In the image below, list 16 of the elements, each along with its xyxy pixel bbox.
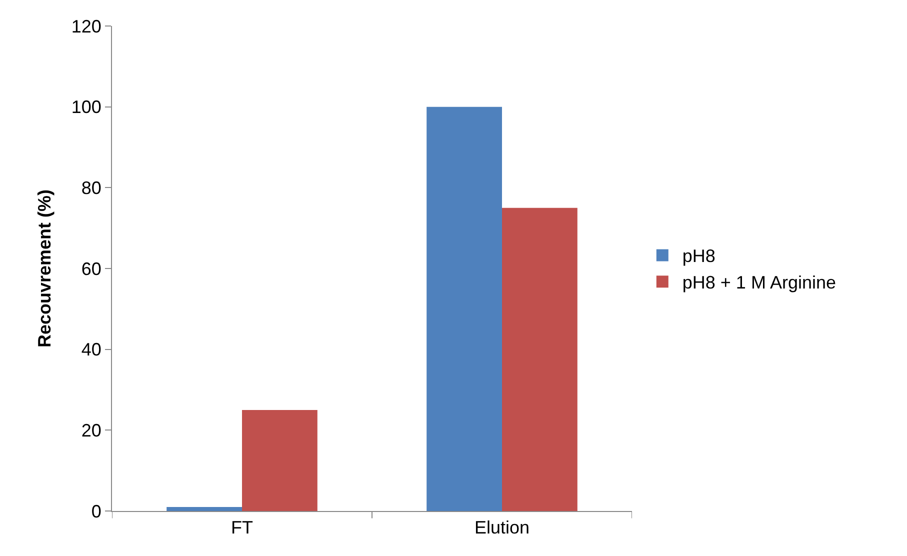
y-tick-label: 20 [81, 420, 102, 440]
bar [502, 208, 578, 511]
y-tick-label: 120 [71, 16, 102, 36]
legend-label: pH8 + 1 M Arginine [682, 272, 836, 293]
bar [166, 506, 242, 511]
x-tick-label: FT [231, 518, 253, 538]
y-tick-label: 100 [71, 97, 102, 118]
y-tick-label: 40 [81, 340, 102, 360]
y-tick-label: 80 [81, 178, 102, 198]
y-tick-label: 0 [91, 501, 102, 522]
y-axis-title: Recouvrement (%) [34, 189, 55, 348]
x-tick-label: Elution [474, 518, 530, 538]
bar [242, 410, 318, 511]
legend-label: pH8 [682, 246, 716, 266]
bar [426, 106, 502, 511]
y-tick-label: 60 [81, 258, 102, 279]
